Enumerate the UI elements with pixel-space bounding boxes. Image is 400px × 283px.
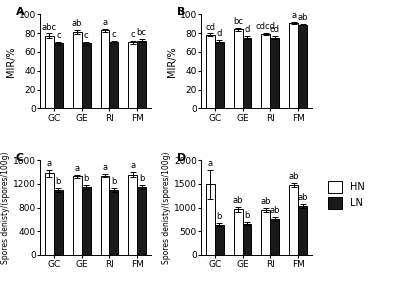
Text: abc: abc <box>42 23 57 32</box>
Bar <box>73 32 82 108</box>
Legend: HN, LN: HN, LN <box>326 179 367 211</box>
Bar <box>100 30 109 108</box>
Text: bc: bc <box>233 17 243 26</box>
Text: ab: ab <box>297 193 308 202</box>
Text: b: b <box>56 177 61 186</box>
Text: d: d <box>244 25 250 35</box>
Bar <box>298 206 307 255</box>
Bar <box>298 25 307 108</box>
Bar <box>270 38 279 108</box>
Bar <box>234 209 243 255</box>
Text: b: b <box>111 177 116 186</box>
Bar <box>128 175 137 255</box>
Bar <box>289 23 298 108</box>
Bar <box>137 40 146 108</box>
Bar <box>109 190 118 255</box>
Bar <box>206 185 215 255</box>
Text: a: a <box>47 159 52 168</box>
Bar <box>234 29 243 108</box>
Text: b: b <box>139 174 144 183</box>
Bar <box>45 36 54 108</box>
Text: ab: ab <box>288 172 299 181</box>
Text: cd: cd <box>270 25 280 35</box>
Bar <box>54 43 63 108</box>
Text: ab: ab <box>270 206 280 215</box>
Bar <box>54 190 63 255</box>
Bar <box>128 42 137 108</box>
Bar <box>137 187 146 255</box>
Text: cdcd: cdcd <box>256 22 276 31</box>
Bar <box>215 224 224 255</box>
Text: b: b <box>83 174 89 183</box>
Text: a: a <box>130 161 135 170</box>
Text: a: a <box>75 164 80 173</box>
Bar <box>270 219 279 255</box>
Text: cd: cd <box>206 23 216 32</box>
Text: b: b <box>217 212 222 221</box>
Text: bc: bc <box>136 28 146 37</box>
Text: b: b <box>244 211 250 220</box>
Bar <box>243 224 252 255</box>
Text: a: a <box>291 11 296 20</box>
Text: ab: ab <box>233 196 244 205</box>
Y-axis label: Spores denisty/(spores/100g): Spores denisty/(spores/100g) <box>1 151 10 264</box>
Text: ab: ab <box>72 19 82 28</box>
Bar <box>262 34 270 108</box>
Bar <box>206 35 215 108</box>
Y-axis label: MIR/%: MIR/% <box>167 46 177 77</box>
Text: B: B <box>176 7 185 17</box>
Bar <box>45 173 54 255</box>
Text: c: c <box>56 31 61 40</box>
Bar <box>262 210 270 255</box>
Text: a: a <box>102 18 108 27</box>
Text: ab: ab <box>261 197 271 206</box>
Bar <box>215 42 224 108</box>
Text: C: C <box>16 153 24 163</box>
Bar <box>82 187 90 255</box>
Text: c: c <box>130 30 135 39</box>
Bar <box>73 176 82 255</box>
Y-axis label: Spores denisty/(spores/100g): Spores denisty/(spores/100g) <box>162 151 171 264</box>
Y-axis label: MIR/%: MIR/% <box>6 46 16 77</box>
Bar <box>243 38 252 108</box>
Text: c: c <box>84 31 88 40</box>
Bar <box>109 42 118 108</box>
Bar <box>289 185 298 255</box>
Bar <box>100 176 109 255</box>
Text: D: D <box>176 153 186 163</box>
Text: c: c <box>112 30 116 39</box>
Text: a: a <box>208 159 213 168</box>
Text: A: A <box>16 7 24 17</box>
Text: d: d <box>217 29 222 38</box>
Text: ab: ab <box>297 13 308 22</box>
Text: a: a <box>102 163 108 172</box>
Bar <box>82 43 90 108</box>
